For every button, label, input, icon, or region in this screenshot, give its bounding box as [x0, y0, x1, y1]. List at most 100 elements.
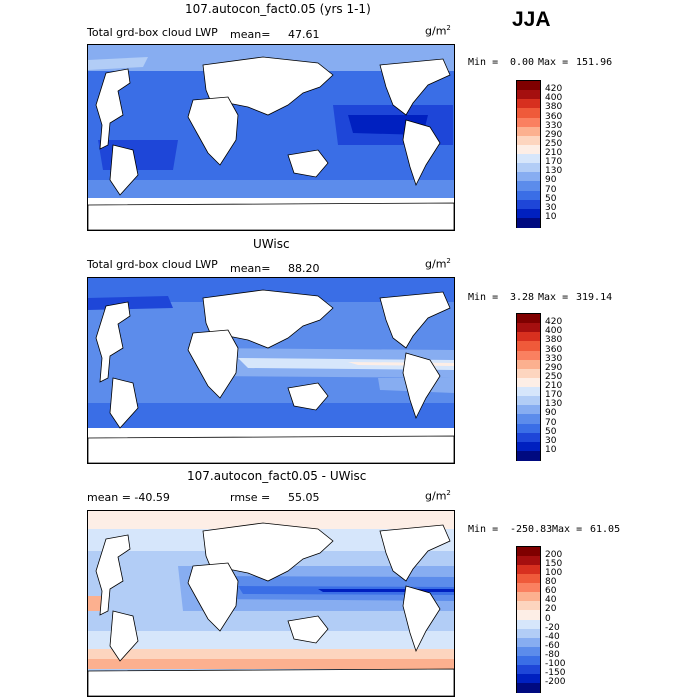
colorbar-tick-label: 60: [545, 586, 557, 597]
colorbar-tick-label: 80: [545, 577, 557, 588]
panel1-max-value: 151.96: [576, 57, 613, 68]
colorbar-cell: [517, 405, 540, 415]
colorbar-tick-label: 130: [545, 399, 563, 410]
colorbar-cell: [517, 574, 540, 584]
colorbar-tick-label: -200: [545, 676, 566, 687]
colorbar-tick-label: 10: [545, 444, 557, 455]
panel3-rmse-value: 55.05: [288, 491, 320, 504]
colorbar-cell: [517, 396, 540, 406]
panel1-units: g/m2: [425, 24, 451, 38]
panel2-max-label: Max =: [538, 292, 569, 303]
colorbar-cell: [517, 441, 540, 452]
panel2-colorbar: 420 400 380 360 330 290 250 210 170 130 90 70 50 30 10: [516, 313, 562, 461]
panel3-title: 107.autocon_fact0.05 - UWisc: [187, 469, 367, 483]
panel3-mean-label: mean = -40.59: [87, 491, 170, 504]
panel3-min-label: Min =: [468, 524, 499, 535]
colorbar-cell: [517, 90, 540, 100]
colorbar-tick-label: 70: [545, 417, 557, 428]
panel1-title: 107.autocon_fact0.05 (yrs 1-1): [185, 2, 371, 16]
colorbar-tick-label: 330: [545, 353, 563, 364]
colorbar-cell: [517, 144, 540, 155]
panel2-title: UWisc: [253, 237, 290, 251]
panel2-mean-label: mean=: [230, 262, 271, 275]
colorbar-cell: [517, 172, 540, 182]
colorbar-tick-label: 210: [545, 381, 563, 391]
panel2-mean-value: 88.20: [288, 262, 320, 275]
panel2-min-value: 3.28: [510, 292, 535, 303]
colorbar-tick-label: 290: [545, 129, 563, 140]
colorbar-tick-label: 150: [545, 559, 563, 570]
colorbar-tick-label: -80: [545, 649, 560, 660]
colorbar-tick-label: 20: [545, 604, 557, 615]
panel1-colorbar: 420 400 380 360 330 290 250 210 170 130 90 70 50 30 10: [516, 80, 562, 228]
colorbar-cell: [517, 332, 540, 342]
colorbar-cell: [517, 314, 540, 324]
colorbar-cell: [517, 583, 540, 593]
panel1-mean-value: 47.61: [288, 28, 320, 41]
colorbar-tick-label: 250: [545, 371, 563, 382]
colorbar-cell: [517, 450, 540, 461]
colorbar-cell: [517, 81, 540, 91]
panel1-variable-label: Total grd-box cloud LWP: [87, 26, 218, 39]
colorbar-cell: [517, 592, 540, 602]
panel3-max-value: 61.05: [590, 524, 621, 535]
colorbar-cell: [517, 637, 540, 648]
colorbar-cell: [517, 619, 540, 630]
colorbar-tick-label: 170: [545, 390, 563, 401]
panel1-max-label: Max =: [538, 57, 569, 68]
colorbar-tick-label: 90: [545, 175, 557, 186]
colorbar-cell: [517, 126, 540, 137]
colorbar-cell: [517, 341, 540, 351]
panel1-mean-label: mean=: [230, 28, 271, 41]
colorbar-cell: [517, 108, 540, 118]
colorbar-cell: [517, 208, 540, 219]
colorbar-cell: [517, 610, 540, 620]
colorbar-cell: [517, 368, 540, 379]
colorbar-tick-label: 30: [545, 435, 557, 446]
colorbar-tick-label: 50: [545, 426, 557, 437]
season-label: JJA: [512, 8, 551, 31]
panel3-units: g/m2: [425, 489, 451, 503]
colorbar-cell: [517, 673, 540, 684]
colorbar-tick-label: 330: [545, 120, 563, 131]
colorbar-cell: [517, 646, 540, 657]
colorbar-tick-label: 290: [545, 362, 563, 373]
panel3-max-label: Max =: [552, 524, 583, 535]
colorbar-cell: [517, 655, 540, 666]
colorbar-cell: [517, 190, 540, 201]
colorbar-cell: [517, 664, 540, 675]
colorbar-tick-label: 200: [545, 550, 563, 561]
colorbar-tick-label: -20: [545, 622, 560, 633]
colorbar-cell: [517, 547, 540, 557]
colorbar-tick-label: 250: [545, 138, 563, 149]
colorbar-tick-label: 30: [545, 202, 557, 213]
colorbar-tick-label: 170: [545, 157, 563, 168]
panel2-variable-label: Total grd-box cloud LWP: [87, 258, 218, 271]
panel1-min-label: Min =: [468, 57, 499, 68]
colorbar-cell: [517, 117, 540, 128]
colorbar-tick-label: 420: [545, 317, 563, 328]
colorbar-tick-label: 70: [545, 184, 557, 195]
panel2-min-label: Min =: [468, 292, 499, 303]
colorbar-cell: [517, 565, 540, 575]
panel3-colorbar: 200 150 100 80 60 40 20 0 -20 -40 -60 -80 -100 -150 -2…: [516, 546, 565, 693]
colorbar-tick-label: 0: [545, 613, 551, 624]
colorbar-tick-label: 400: [545, 93, 563, 104]
colorbar-tick-label: -40: [545, 631, 560, 642]
colorbar-tick-label: 40: [545, 595, 557, 606]
colorbar-tick-label: 420: [545, 84, 563, 95]
colorbar-cell: [517, 359, 540, 370]
colorbar-tick-label: -60: [545, 640, 560, 651]
colorbar-cell: [517, 323, 540, 333]
colorbar-tick-label: 10: [545, 211, 557, 222]
colorbar-tick-label: 210: [545, 148, 563, 158]
colorbar-tick-label: -150: [545, 667, 566, 678]
panel3-map: [87, 510, 455, 697]
colorbar-tick-label: 360: [545, 111, 563, 122]
colorbar-cell: [517, 414, 540, 424]
panel1-map: [87, 44, 455, 231]
colorbar-cell: [517, 154, 540, 164]
colorbar-tick-label: 50: [545, 193, 557, 204]
colorbar-tick-label: 360: [545, 344, 563, 355]
panel1-min-value: 0.00: [510, 57, 535, 68]
